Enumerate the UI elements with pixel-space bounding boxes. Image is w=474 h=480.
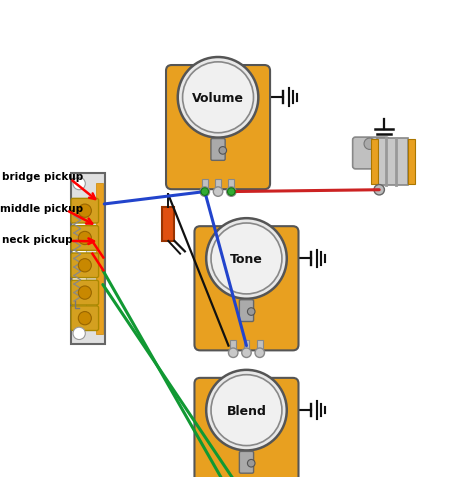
Circle shape [374,185,384,195]
Text: bridge pickup: bridge pickup [2,171,83,181]
Circle shape [200,188,210,197]
Bar [162,207,174,241]
Ellipse shape [78,312,91,325]
Circle shape [73,178,85,191]
Circle shape [247,459,255,467]
Circle shape [211,224,282,294]
FancyBboxPatch shape [239,300,254,322]
FancyBboxPatch shape [71,253,99,278]
Circle shape [227,188,236,197]
Circle shape [206,370,287,451]
FancyBboxPatch shape [211,139,225,161]
Bar [215,180,221,191]
Ellipse shape [78,232,91,245]
Bar [371,140,378,184]
Circle shape [219,147,227,155]
Bar [408,140,415,184]
Circle shape [228,348,238,358]
Circle shape [255,348,264,358]
Circle shape [206,219,287,299]
Text: Tone: Tone [230,252,263,265]
Ellipse shape [78,287,91,300]
Bar [72,212,86,306]
Bar [244,340,249,352]
Circle shape [201,188,209,196]
Circle shape [247,308,255,316]
Circle shape [228,188,235,196]
Circle shape [242,348,251,358]
Text: Blend: Blend [227,404,266,417]
Ellipse shape [78,259,91,272]
Bar [71,174,105,344]
Bar [96,183,103,335]
FancyBboxPatch shape [194,227,299,350]
FancyBboxPatch shape [71,306,99,331]
FancyBboxPatch shape [71,199,99,224]
Bar [257,340,263,352]
FancyBboxPatch shape [71,226,99,251]
FancyBboxPatch shape [239,451,254,473]
Text: Volume: Volume [192,92,244,105]
Text: middle pickup: middle pickup [0,204,83,214]
Bar [377,138,408,186]
Circle shape [364,139,375,150]
Bar [230,340,236,352]
FancyBboxPatch shape [166,66,270,190]
Ellipse shape [78,204,91,218]
Circle shape [178,58,258,138]
FancyBboxPatch shape [194,378,299,480]
Text: neck pickup: neck pickup [2,235,73,245]
Circle shape [73,327,85,340]
Bar [228,180,234,191]
FancyBboxPatch shape [71,281,99,305]
Circle shape [211,375,282,445]
Circle shape [213,188,223,197]
FancyBboxPatch shape [353,138,389,169]
Circle shape [182,63,254,133]
Bar [202,180,208,191]
